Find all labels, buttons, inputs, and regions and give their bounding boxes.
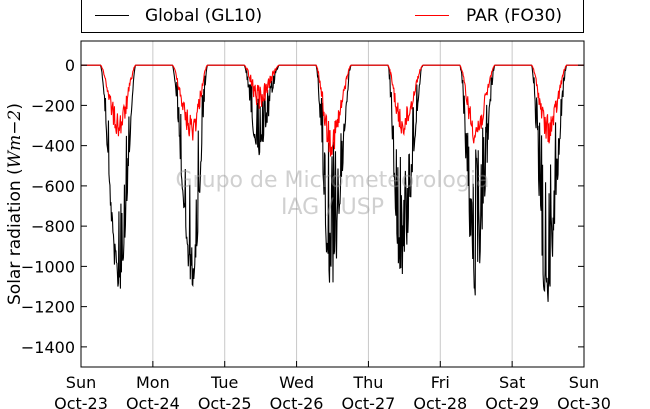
y-axis-label: Solar radiation (Wm−2) (5, 103, 25, 305)
legend-par-swatch (415, 15, 449, 16)
x-tick-date: Oct-29 (485, 394, 539, 409)
legend-par-label: PAR (FO30) (466, 6, 563, 26)
x-tick-date: Oct-24 (126, 394, 180, 409)
y-axis-ticks: 0 −200 −400 −600 −800 −1000 −1200 −1400 (21, 56, 584, 357)
series-lines (81, 64, 584, 302)
x-tick-day: Thu (352, 373, 383, 392)
x-axis-ticks: Sun Oct-23 Mon Oct-24 Tue Oct-25 Wed Oct-26 Thu O… (54, 361, 611, 409)
x-tick-date: Oct-27 (342, 394, 396, 409)
watermark-line-2: IAG / USP (281, 195, 384, 220)
x-tick-date: Oct-26 (270, 394, 324, 409)
watermark-line-1: Grupo de Micrometeorologia (175, 168, 490, 193)
y-tick-label: 0 (65, 56, 75, 75)
par-fo30-series-line (81, 64, 584, 158)
legend: Global (GL10) PAR (FO30) (81, 0, 584, 33)
x-tick-day: Sun (66, 373, 96, 392)
x-grid (152, 41, 513, 367)
x-tick-day: Tue (210, 373, 238, 392)
x-tick-day: Sun (569, 373, 599, 392)
x-tick-day: Wed (279, 373, 314, 392)
y-tick-label: −600 (31, 177, 75, 196)
x-tick-date: Oct-28 (413, 394, 467, 409)
y-tick-label: −1400 (21, 338, 75, 357)
y-tick-label: −1000 (21, 257, 75, 276)
y-tick-label: −400 (31, 137, 75, 156)
y-tick-label: −200 (31, 96, 75, 115)
x-tick-day: Fri (431, 373, 450, 392)
legend-global-swatch (95, 15, 129, 16)
x-tick-date: Oct-23 (54, 394, 108, 409)
x-tick-day: Sat (499, 373, 525, 392)
plot-frame (80, 40, 585, 368)
x-tick-date: Oct-30 (557, 394, 611, 409)
legend-global-label: Global (GL10) (145, 6, 263, 26)
y-tick-label: −1200 (21, 298, 75, 317)
y-tick-label: −800 (31, 217, 75, 236)
x-tick-day: Mon (136, 373, 170, 392)
x-tick-date: Oct-25 (198, 394, 252, 409)
